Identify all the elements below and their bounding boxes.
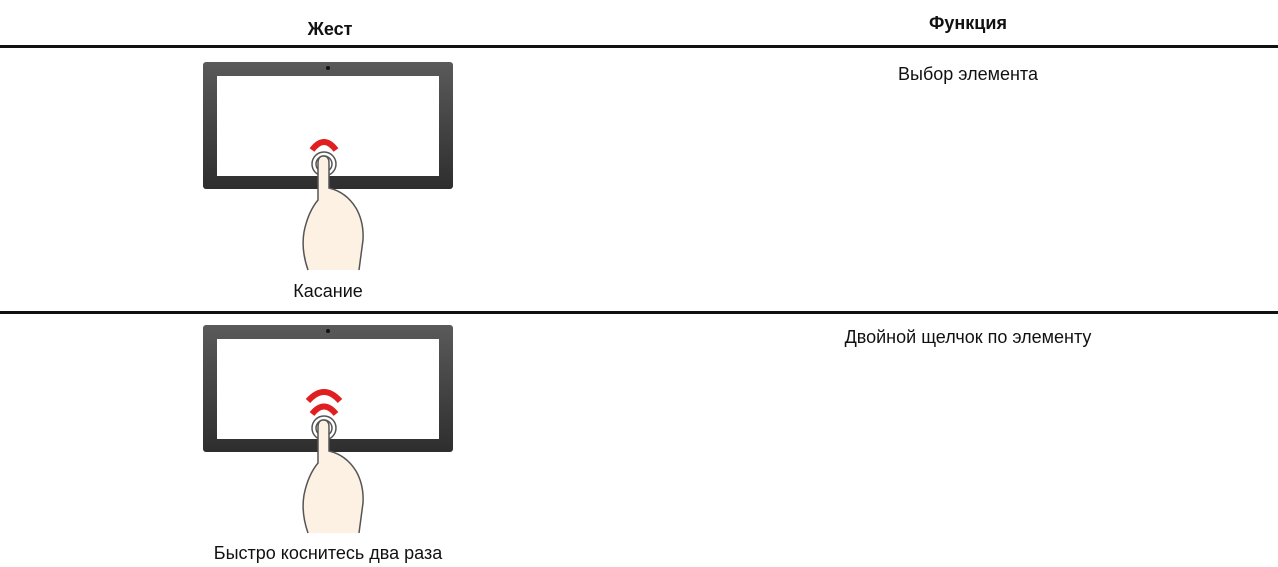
row-rule [0,311,1278,314]
function-text: Выбор элемента [898,64,1038,84]
gesture-caption: Быстро коснитесь два раза [213,543,443,563]
double-tap-illustration [203,325,453,534]
header-rule [0,45,1278,48]
header-function: Функция [929,13,1007,33]
header-gesture: Жест [307,19,353,39]
gesture-caption: Касание [293,281,363,301]
function-text: Двойной щелчок по элементу [844,327,1092,347]
tap-illustration [203,62,453,271]
